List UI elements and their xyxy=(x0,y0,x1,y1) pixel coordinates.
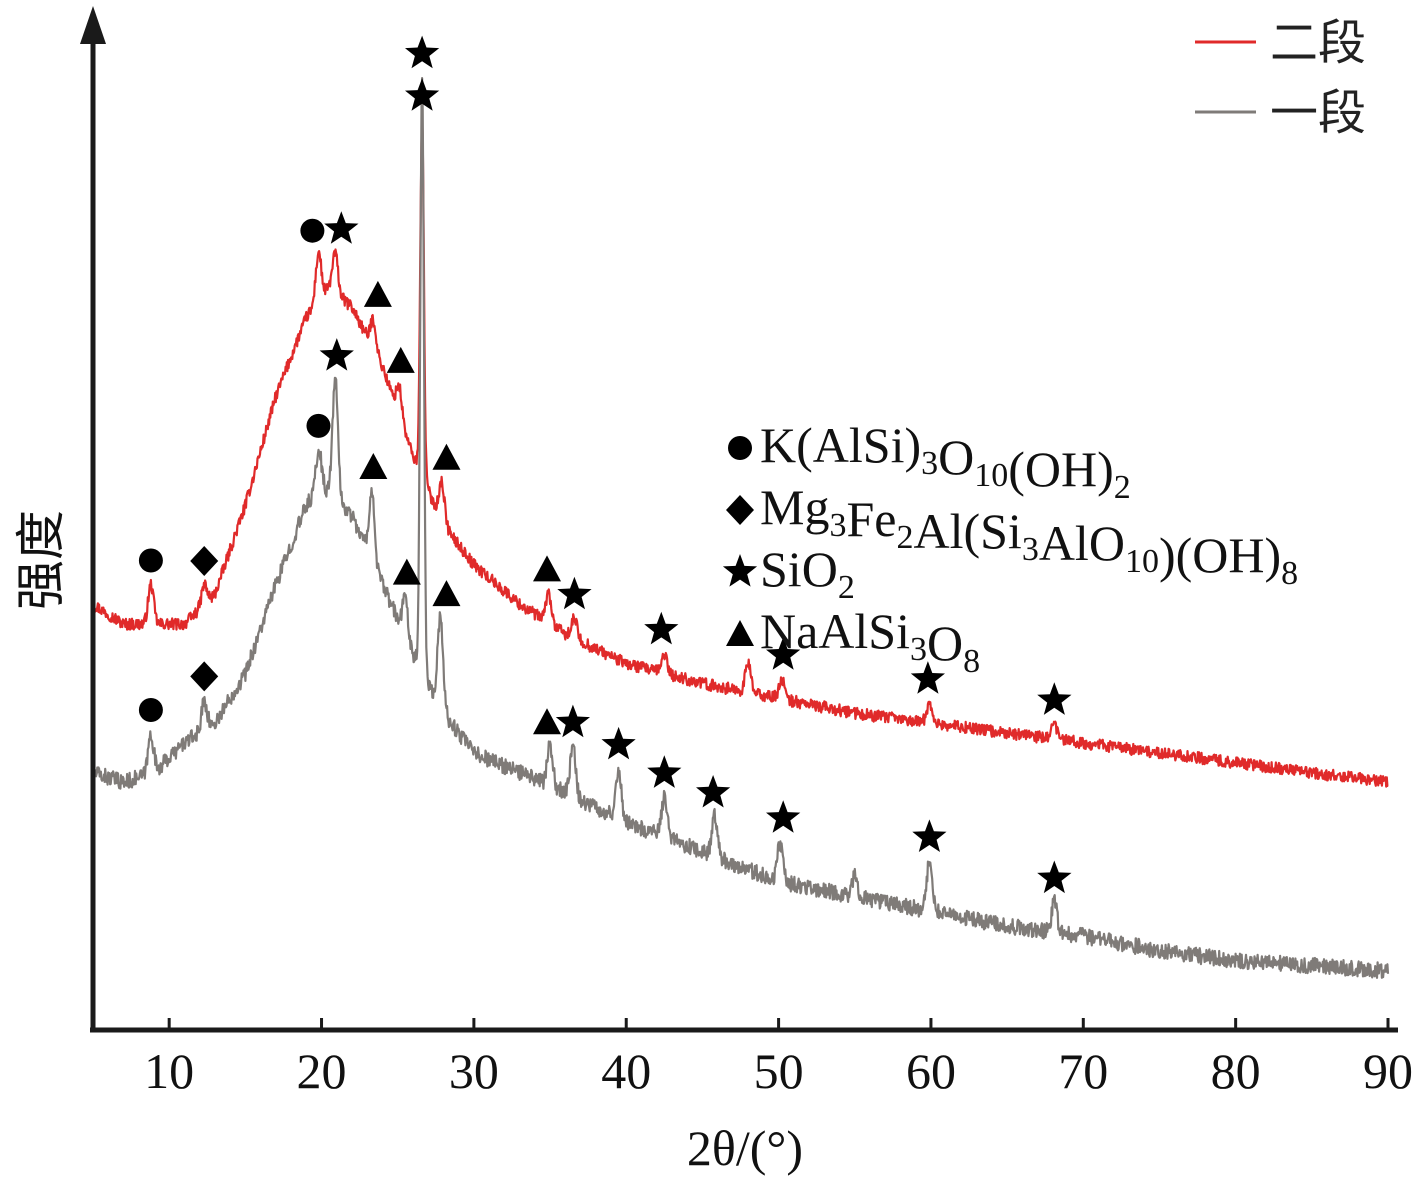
y-axis-title: 强度 xyxy=(13,510,69,610)
circle-marker xyxy=(138,548,163,573)
star-marker xyxy=(1037,682,1072,715)
phase-legend: K(AlSi)3O10(OH)2Mg3Fe2Al(Si3AlO10)(OH)8S… xyxy=(722,417,1298,680)
legend-label: 二段 xyxy=(1270,15,1366,71)
x-tick-label: 70 xyxy=(1058,1043,1108,1099)
x-tick-label: 60 xyxy=(906,1043,956,1099)
star-marker xyxy=(644,611,679,645)
phase-legend-diamond-icon xyxy=(726,495,754,525)
triangle-marker xyxy=(386,346,415,373)
phase-legend-formula: NaAlSi3O8 xyxy=(760,603,980,680)
star-marker xyxy=(319,338,354,371)
circle-marker xyxy=(306,413,331,438)
star-marker xyxy=(557,576,592,610)
x-axis-title: 2θ/(°) xyxy=(687,1120,803,1176)
circle-marker xyxy=(138,697,163,722)
series-line-2 xyxy=(91,77,1390,979)
x-tick-label: 90 xyxy=(1363,1043,1413,1099)
circle-marker xyxy=(300,218,325,243)
series-layer xyxy=(91,77,1390,979)
x-tick-layer: 10 20 30 40 50 60 70 80 90 xyxy=(144,1018,1413,1099)
phase-legend-star-icon xyxy=(722,554,758,587)
x-tick-label: 40 xyxy=(601,1043,651,1099)
star-marker xyxy=(405,78,440,111)
x-tick-label: 50 xyxy=(754,1043,804,1099)
star-marker xyxy=(555,704,590,738)
triangle-marker xyxy=(533,555,562,582)
star-marker xyxy=(405,35,440,69)
triangle-marker xyxy=(533,708,562,735)
legend-label: 一段 xyxy=(1270,85,1366,141)
phase-legend-formula: Mg3Fe2Al(Si3AlO10)(OH)8 xyxy=(760,479,1298,592)
star-marker xyxy=(647,755,682,788)
star-marker xyxy=(601,726,636,760)
phase-legend-formula: K(AlSi)3O10(OH)2 xyxy=(760,417,1131,506)
diamond-marker xyxy=(190,661,219,692)
star-marker xyxy=(912,819,947,852)
triangle-marker xyxy=(432,443,461,470)
y-axis-arrow xyxy=(80,6,106,44)
diamond-marker xyxy=(190,545,219,576)
triangle-marker xyxy=(359,452,388,479)
phase-legend-circle-icon xyxy=(728,436,752,460)
x-tick-label: 80 xyxy=(1211,1043,1261,1099)
star-marker xyxy=(766,637,801,670)
star-marker xyxy=(766,800,801,833)
phase-legend-formula: SiO2 xyxy=(760,541,855,606)
triangle-marker xyxy=(432,580,461,607)
triangle-marker xyxy=(392,558,421,585)
star-marker xyxy=(1037,860,1072,894)
x-tick-label: 10 xyxy=(144,1043,194,1099)
axes xyxy=(80,6,1398,1033)
x-tick-label: 20 xyxy=(297,1043,347,1099)
star-marker xyxy=(910,661,945,694)
triangle-marker xyxy=(363,280,392,307)
series-line-1 xyxy=(91,116,1389,788)
x-tick-label: 30 xyxy=(449,1043,499,1099)
phase-marker-layer xyxy=(138,35,1072,894)
star-marker xyxy=(324,211,359,244)
star-marker xyxy=(696,775,731,808)
phase-legend-triangle-icon xyxy=(726,620,754,646)
